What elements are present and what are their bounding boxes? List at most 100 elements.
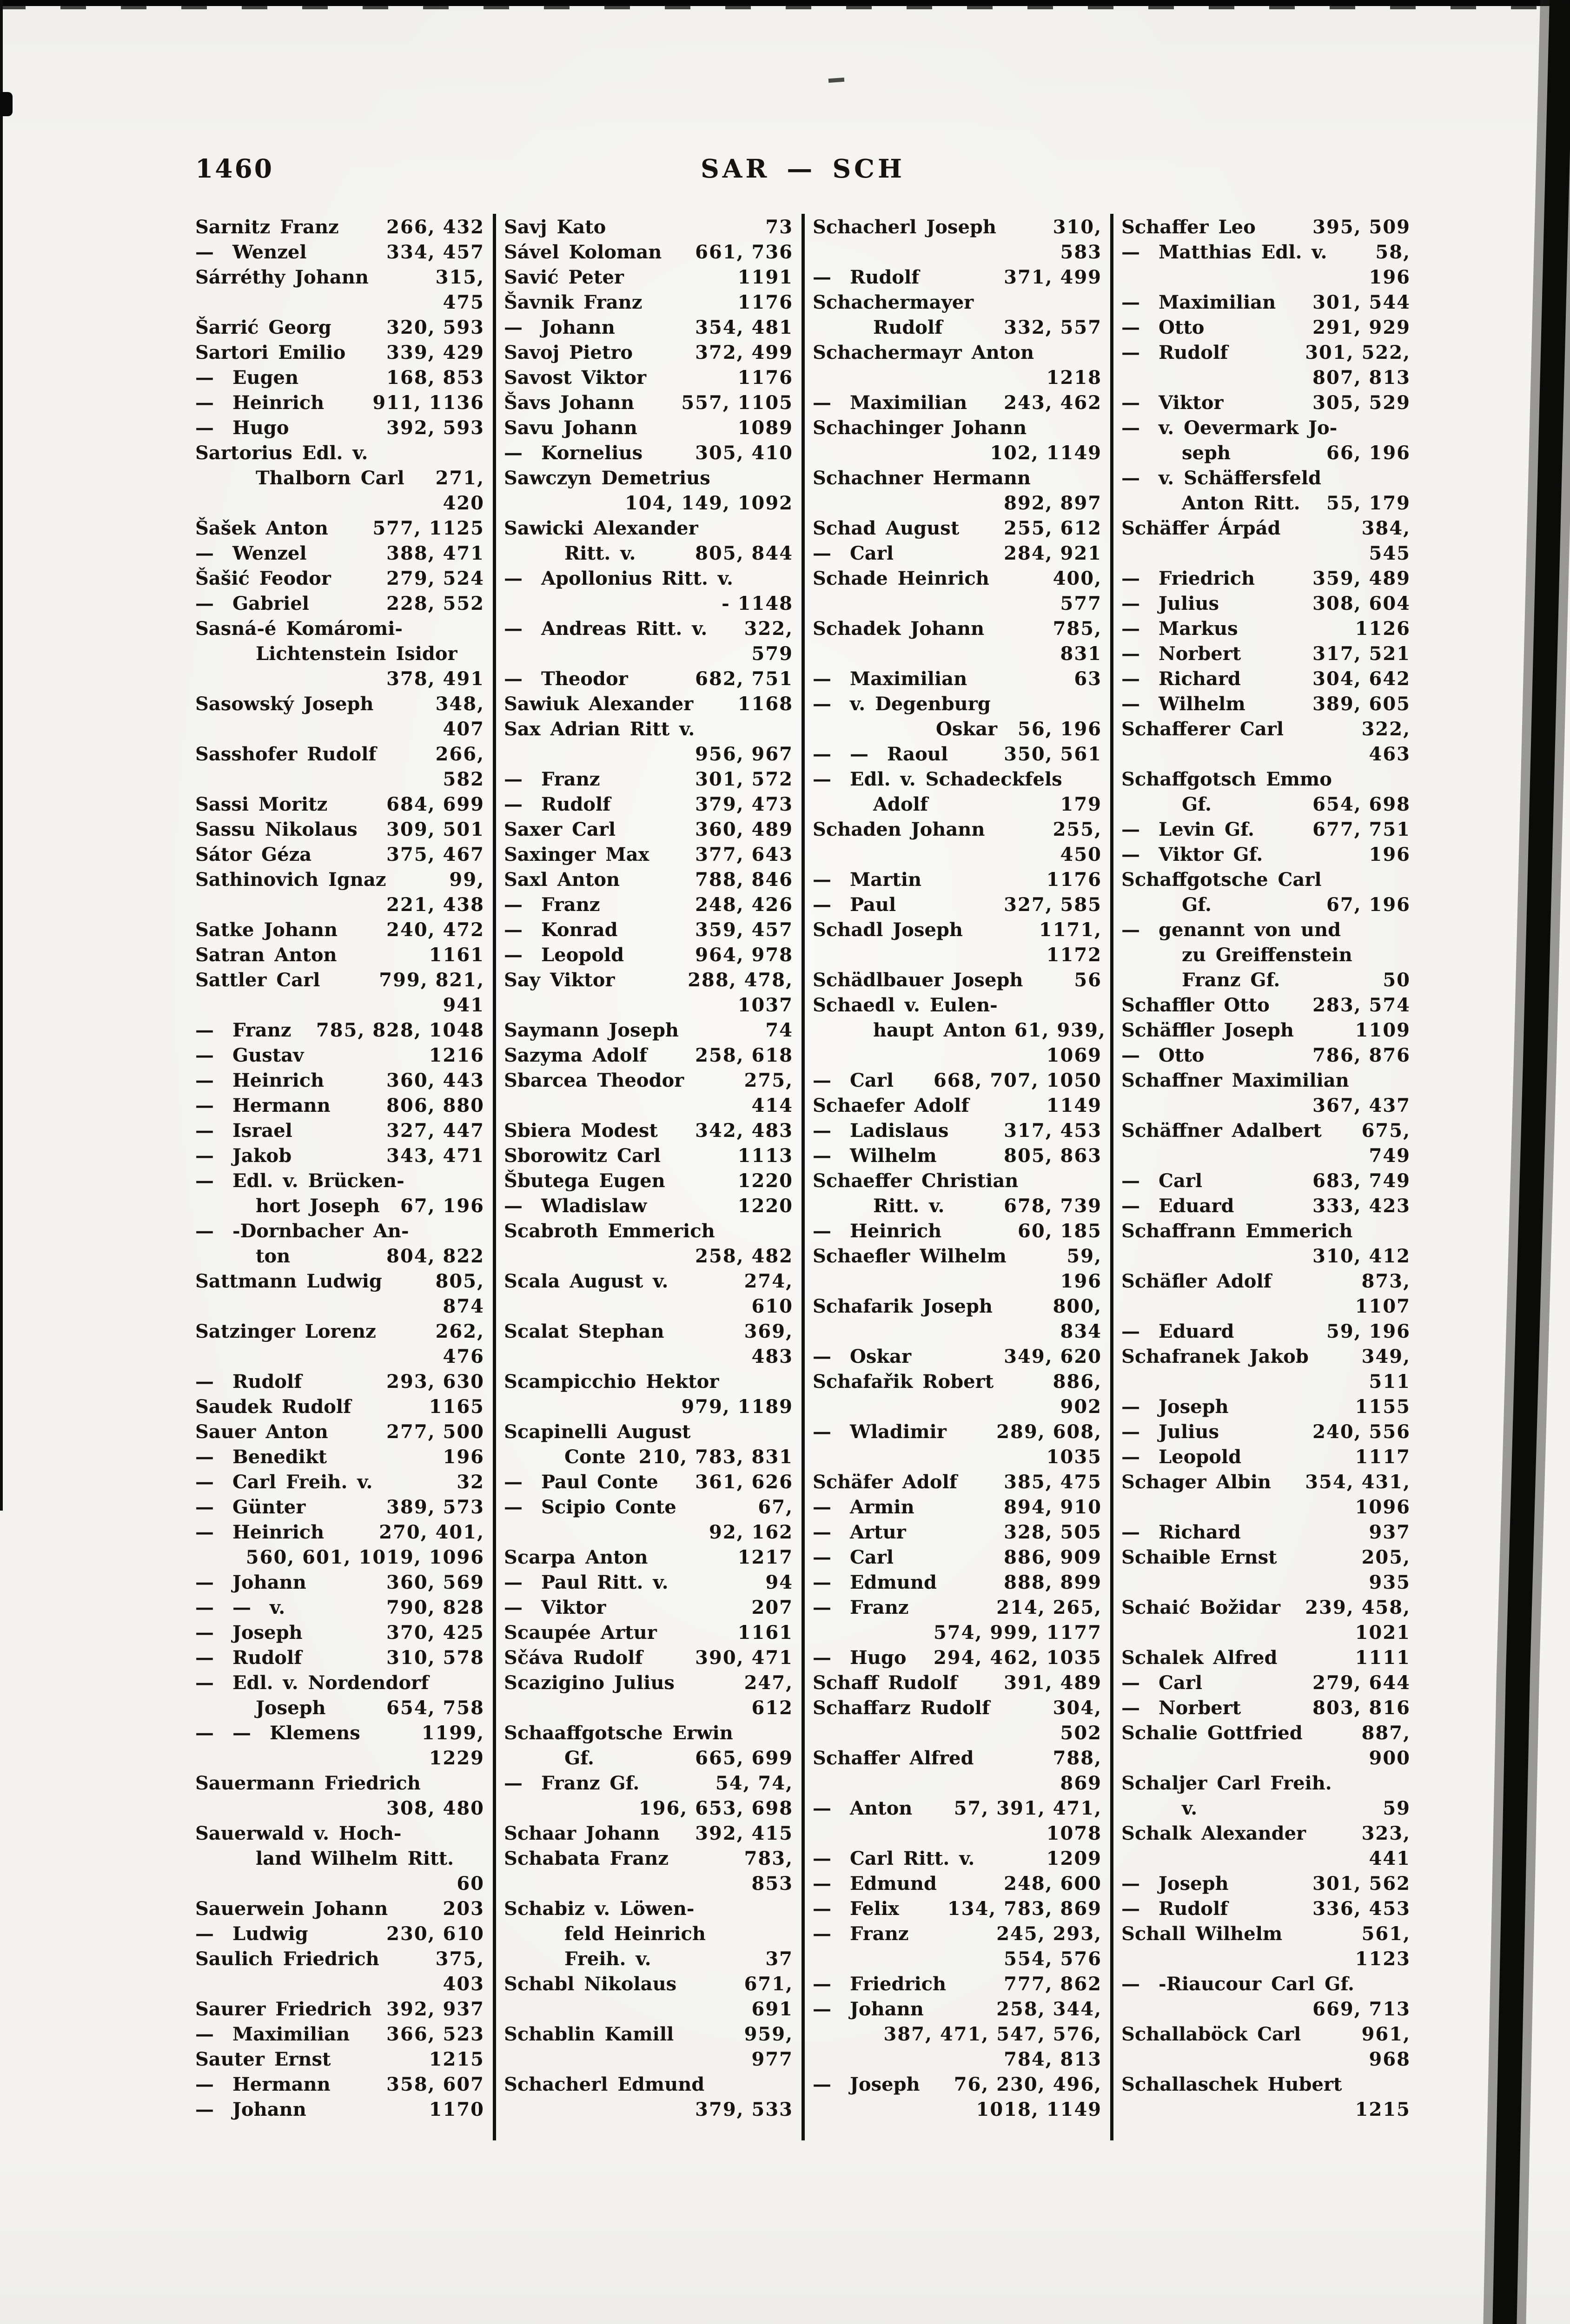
- entry-name: Sauer Anton: [195, 1421, 328, 1443]
- entry-page-refs: 894, 910: [1004, 1496, 1102, 1518]
- entry-name: — Wenzel: [195, 241, 307, 263]
- entry-page-refs: 387, 471, 547, 576,: [883, 2023, 1102, 2045]
- entry-name: Scapinelli August: [504, 1421, 691, 1443]
- index-entry-line: — Artur 328, 505: [813, 1520, 1102, 1545]
- entry-page-refs: 388, 471: [386, 542, 484, 564]
- index-entry-line: — Edl. v. Nordendorf: [195, 1670, 484, 1696]
- entry-page-refs: 322,: [1361, 718, 1411, 740]
- entry-name: Schabata Franz: [504, 1848, 669, 1869]
- index-entry-line: 104, 149, 1092: [504, 491, 793, 516]
- index-entry-line: — Paul Ritt. v. 94: [504, 1570, 793, 1595]
- index-entry-line: — Wilhelm 805, 863: [813, 1143, 1102, 1169]
- entry-page-refs: 1117: [1355, 1446, 1411, 1468]
- index-entry-line: Gf. 665, 699: [504, 1746, 793, 1771]
- entry-page-refs: 375, 467: [386, 844, 484, 865]
- entry-page-refs: 317, 521: [1312, 643, 1411, 665]
- index-entry-line: 387, 471, 547, 576,: [813, 2022, 1102, 2047]
- entry-page-refs: 675,: [1361, 1120, 1411, 1142]
- entry-name: Saymann Joseph: [504, 1019, 679, 1041]
- entry-name: Sattmann Ludwig: [195, 1270, 382, 1292]
- entry-page-refs: 1216: [429, 1044, 484, 1066]
- entry-page-refs: 168, 853: [386, 367, 484, 389]
- index-entry-line: — Viktor 305, 529: [1121, 390, 1411, 416]
- index-entry-line: Scabroth Emmerich: [504, 1219, 793, 1244]
- index-entry-line: Sathinovich Ignaz 99,: [195, 867, 484, 892]
- index-entry-line: Satran Anton 1161: [195, 943, 484, 968]
- entry-name: — Paul Conte: [504, 1471, 658, 1493]
- entry-page-refs: 1172: [1046, 944, 1102, 966]
- entry-page-refs: 230, 610: [386, 1923, 484, 1945]
- index-entry-line: Schachermayer: [813, 290, 1102, 315]
- index-entry-line: — Carl 279, 644: [1121, 1670, 1411, 1696]
- index-entry-line: — Edmund 248, 600: [813, 1871, 1102, 1896]
- entry-name: Sauermann Friedrich: [195, 1772, 421, 1794]
- entry-name: Schallaschek Hubert: [1121, 2073, 1342, 2095]
- index-entry-line: 483: [504, 1344, 793, 1369]
- index-entry-line: 807, 813: [1121, 365, 1411, 390]
- index-entry-line: Scala August v. 274,: [504, 1269, 793, 1294]
- entry-name: — Edl. v. Brücken-: [195, 1170, 404, 1192]
- entry-name: — Maximilian: [813, 668, 967, 690]
- entry-page-refs: 384,: [1361, 517, 1411, 539]
- entry-name: Saxinger Max: [504, 844, 649, 865]
- index-entry-line: — Ludwig 230, 610: [195, 1921, 484, 1947]
- index-entry-line: Scazigino Julius 247,: [504, 1670, 793, 1696]
- entry-name: Šašek Anton: [195, 517, 328, 539]
- entry-page-refs: 749: [1369, 1145, 1411, 1167]
- entry-page-refs: 935: [1369, 1571, 1411, 1593]
- entry-name: Scabroth Emmerich: [504, 1220, 715, 1242]
- index-entry-line: — Julius 240, 556: [1121, 1419, 1411, 1445]
- entry-page-refs: 964, 978: [695, 944, 793, 966]
- index-entry-line: Šarrić Georg 320, 593: [195, 315, 484, 340]
- entry-page-refs: 1215: [1355, 2099, 1411, 2120]
- entry-name: — Joseph: [1121, 1873, 1229, 1895]
- entry-page-refs: 805, 863: [1004, 1145, 1102, 1167]
- index-entry-line: Sárréthy Johann 315,: [195, 265, 484, 290]
- entry-name: Sauter Ernst: [195, 2048, 331, 2070]
- entry-page-refs: 99,: [449, 869, 484, 891]
- index-entry-line: Sbiera Modest 342, 483: [504, 1118, 793, 1143]
- index-entry-line: Schaffler Otto 283, 574: [1121, 993, 1411, 1018]
- entry-page-refs: 67, 196: [1326, 894, 1411, 916]
- index-entry-line: Sassu Nikolaus 309, 501: [195, 817, 484, 842]
- entry-page-refs: 196, 653, 698: [638, 1797, 793, 1819]
- entry-name: — Rudolf: [504, 793, 611, 815]
- entry-name: Schäffer Árpád: [1121, 517, 1281, 539]
- entry-name: Schallaböck Carl: [1121, 2023, 1301, 2045]
- entry-name: Schalek Alfred: [1121, 1647, 1278, 1669]
- index-entry-line: — Scipio Conte 67,: [504, 1495, 793, 1520]
- entry-name: — Friedrich: [813, 1973, 947, 1995]
- entry-name: — Matthias Edl. v.: [1121, 241, 1327, 263]
- entry-name: Rudolf: [873, 317, 943, 338]
- entry-name: Thalborn Carl: [256, 467, 404, 489]
- entry-page-refs: 266, 432: [386, 216, 484, 238]
- entry-name: Saudek Rudolf: [195, 1396, 351, 1418]
- entry-name: Schaljer Carl Freih.: [1121, 1772, 1332, 1794]
- entry-page-refs: 834: [1060, 1320, 1102, 1342]
- index-entry-line: — Maximilian 243, 462: [813, 390, 1102, 416]
- entry-name: — Carl Freih. v.: [195, 1471, 373, 1493]
- entry-name: Schadek Johann: [813, 618, 985, 640]
- column-divider: [802, 214, 805, 2140]
- entry-page-refs: 366, 523: [386, 2023, 484, 2045]
- index-entry-line: — Wenzel 388, 471: [195, 541, 484, 566]
- index-entry-line: 1123: [1121, 1947, 1411, 1972]
- entry-page-refs: 1215: [429, 2048, 484, 2070]
- entry-page-refs: 886, 909: [1004, 1546, 1102, 1568]
- entry-page-refs: 783,: [744, 1848, 793, 1869]
- entry-page-refs: 301, 522,: [1305, 342, 1411, 363]
- index-entry-line: Rudolf 332, 557: [813, 315, 1102, 340]
- entry-page-refs: 196: [1369, 844, 1411, 865]
- index-entry-line: 941: [195, 993, 484, 1018]
- entry-name: — v. Schäffersfeld: [1121, 467, 1322, 489]
- index-entry-line: — Hugo 294, 462, 1035: [813, 1645, 1102, 1670]
- index-entry-line: 196: [1121, 265, 1411, 290]
- index-entry-line: — Hermann 806, 880: [195, 1093, 484, 1118]
- entry-name: — Wladislaw: [504, 1195, 647, 1217]
- index-column: Schacherl Joseph 310, 583 — Rudolf 371, 499 S…: [813, 215, 1105, 2122]
- entry-page-refs: 73: [765, 216, 793, 238]
- index-entry-line: 511: [1121, 1369, 1411, 1394]
- index-entry-line: Anton Ritt. 55, 179: [1121, 491, 1411, 516]
- index-entry-line: 1069: [813, 1043, 1102, 1068]
- entry-page-refs: 258, 618: [695, 1044, 793, 1066]
